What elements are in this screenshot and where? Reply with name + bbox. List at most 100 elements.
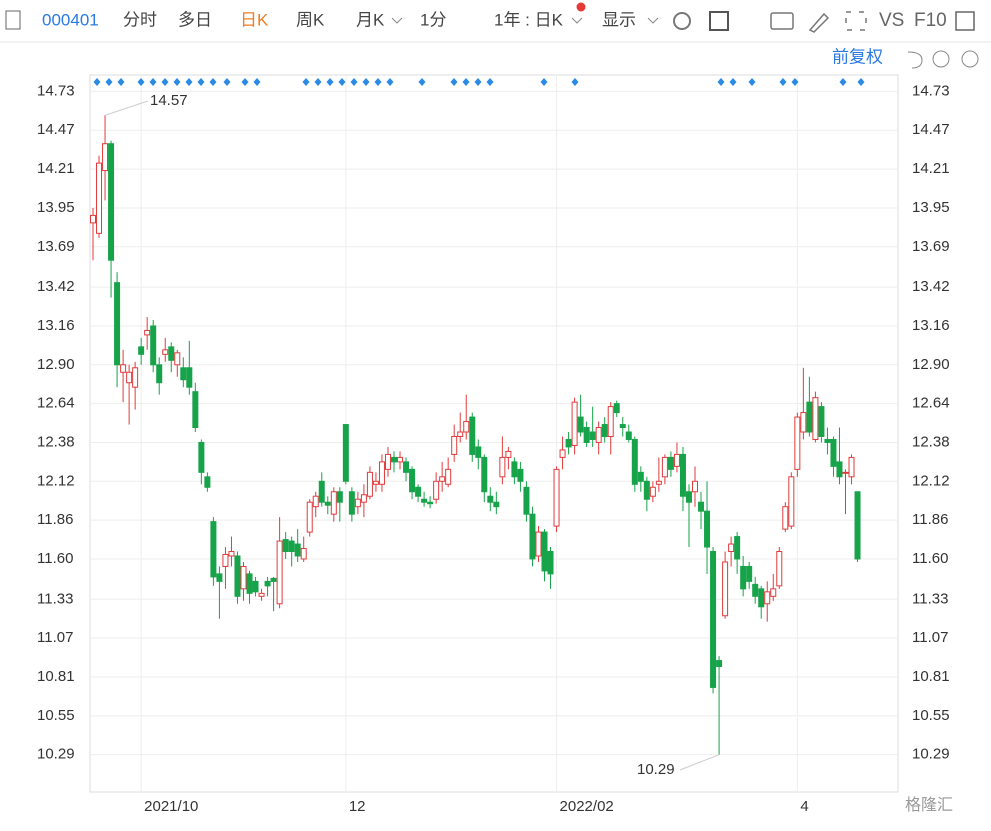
candle-body bbox=[445, 468, 452, 485]
candle-body bbox=[228, 551, 235, 557]
camera-icon[interactable] bbox=[770, 12, 794, 30]
panel-icon[interactable] bbox=[955, 11, 975, 31]
y2-tick-label: 11.07 bbox=[912, 629, 948, 646]
y-tick-label: 12.64 bbox=[37, 395, 75, 412]
candle-body bbox=[806, 401, 813, 433]
event-marker bbox=[540, 78, 548, 86]
f10-button[interactable]: F10 bbox=[914, 10, 947, 31]
y2-tick-label: 12.38 bbox=[912, 433, 950, 450]
dropdown-arrow bbox=[391, 17, 403, 24]
candle-body bbox=[667, 456, 674, 470]
candle-body bbox=[631, 438, 638, 485]
candle-body bbox=[360, 494, 367, 503]
zoom-out[interactable] bbox=[932, 50, 950, 68]
y-tick-label: 13.42 bbox=[37, 278, 75, 295]
reset-icon[interactable] bbox=[907, 51, 923, 69]
event-marker bbox=[93, 78, 101, 86]
event-marker bbox=[338, 78, 346, 86]
candle-body bbox=[366, 471, 373, 497]
candle-body bbox=[300, 548, 307, 560]
event-marker bbox=[571, 78, 579, 86]
fullscreen-icon[interactable] bbox=[845, 11, 867, 31]
candle-body bbox=[427, 501, 434, 505]
plot: 14.73 14.73 14.47 14.47 14.21 14.21 13.95 13.95… bbox=[37, 75, 950, 815]
candle-body bbox=[728, 543, 735, 553]
event-marker bbox=[241, 78, 249, 86]
y-tick-label: 11.60 bbox=[37, 550, 73, 567]
tab[interactable]: 月K bbox=[356, 10, 385, 29]
tab[interactable]: 日K bbox=[240, 10, 269, 29]
candle-body bbox=[511, 461, 518, 478]
stock-code[interactable]: 000401 bbox=[42, 10, 99, 29]
annotation-line bbox=[679, 754, 720, 771]
event-marker bbox=[362, 78, 370, 86]
candle-body bbox=[150, 325, 157, 366]
tab[interactable]: 多日 bbox=[178, 10, 212, 29]
candle-body bbox=[415, 486, 422, 497]
event-marker bbox=[791, 78, 799, 86]
candle-body bbox=[794, 416, 801, 470]
zoom-in[interactable] bbox=[961, 50, 979, 68]
candle-body bbox=[643, 480, 650, 500]
y2-tick-label: 11.86 bbox=[912, 511, 948, 528]
candle-body bbox=[354, 498, 361, 508]
candle-body bbox=[222, 553, 229, 567]
event-marker bbox=[117, 78, 125, 86]
event-marker bbox=[253, 78, 261, 86]
candle-body bbox=[336, 491, 343, 503]
candle-body bbox=[330, 491, 337, 515]
candle-body bbox=[463, 421, 470, 433]
candle-body bbox=[619, 424, 626, 429]
candle-body bbox=[210, 521, 217, 578]
candle-body bbox=[378, 461, 385, 485]
event-marker bbox=[839, 78, 847, 86]
tab[interactable]: 1分 bbox=[420, 10, 446, 29]
candle-body bbox=[348, 491, 355, 515]
event-marker bbox=[462, 78, 470, 86]
y-tick-label: 11.33 bbox=[37, 590, 73, 607]
vs-button[interactable]: VS bbox=[879, 10, 904, 31]
candle-body bbox=[342, 424, 349, 482]
candle-body bbox=[782, 506, 789, 530]
candle-body bbox=[758, 588, 765, 608]
box-icon[interactable] bbox=[709, 11, 729, 31]
candle-body bbox=[240, 565, 247, 590]
candle-body bbox=[174, 352, 181, 366]
candle-body bbox=[661, 456, 668, 478]
event-marker bbox=[474, 78, 482, 86]
candle-body bbox=[655, 480, 662, 485]
event-marker bbox=[418, 78, 426, 86]
event-marker bbox=[450, 78, 458, 86]
candle-body bbox=[156, 364, 163, 384]
tab[interactable]: 1年 : 日K bbox=[494, 10, 564, 29]
candle-body bbox=[673, 453, 680, 467]
settings-icon[interactable] bbox=[673, 12, 691, 30]
sidebar-toggle[interactable] bbox=[5, 10, 21, 30]
adjust-button[interactable]: 前复权 bbox=[832, 47, 883, 66]
y2-tick-label: 13.42 bbox=[912, 278, 950, 295]
candle-body bbox=[577, 416, 584, 433]
candle-body bbox=[800, 412, 807, 433]
tab[interactable]: 周K bbox=[296, 10, 325, 29]
candle-body bbox=[312, 495, 319, 508]
candle-body bbox=[216, 573, 223, 582]
candle-body bbox=[168, 346, 175, 361]
tab[interactable]: 显示 bbox=[602, 10, 636, 29]
event-marker bbox=[197, 78, 205, 86]
pen-icon[interactable] bbox=[808, 12, 830, 33]
y2-tick-label: 12.90 bbox=[912, 356, 950, 373]
event-marker bbox=[857, 78, 865, 86]
event-marker bbox=[729, 78, 737, 86]
y-tick-label: 14.21 bbox=[37, 160, 75, 177]
plot-frame bbox=[89, 74, 899, 793]
candle-body bbox=[607, 406, 614, 437]
candle-body bbox=[276, 540, 283, 605]
candle-body bbox=[824, 438, 831, 443]
candle-body bbox=[90, 214, 96, 224]
candle-body bbox=[685, 491, 692, 503]
candle-body bbox=[246, 573, 253, 594]
badge bbox=[576, 2, 586, 12]
y-tick-label: 11.07 bbox=[37, 629, 73, 646]
tab[interactable]: 分时 bbox=[123, 10, 157, 29]
candle-body bbox=[294, 543, 301, 557]
